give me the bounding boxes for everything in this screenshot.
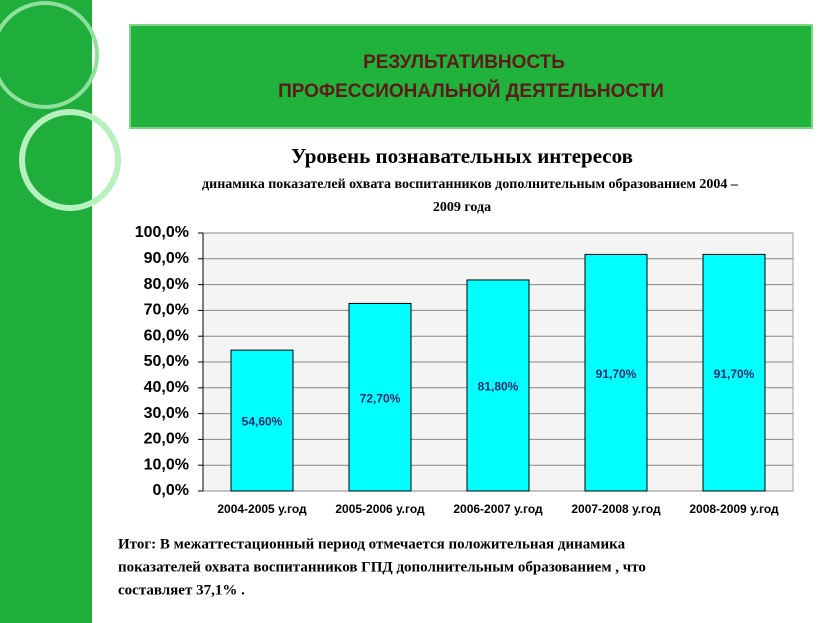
footer-text: Итог: В межаттестационный период отмечае…: [118, 536, 626, 552]
value-label: 81,80%: [478, 380, 519, 394]
x-tick-label: 2008-2009 у.год: [689, 502, 779, 516]
bar: [348, 302, 412, 492]
y-tick-label: 10,0%: [144, 456, 189, 473]
y-tick-label: 0,0%: [153, 482, 189, 499]
header-title: РЕЗУЛЬТАТИВНОСТЬ: [363, 52, 565, 73]
y-tick-label: 40,0%: [144, 379, 189, 396]
decor-circle: [19, 109, 121, 211]
y-tick-label: 50,0%: [144, 353, 189, 370]
side-strip: [0, 0, 92, 623]
value-label: 54,60%: [242, 415, 283, 429]
bar: [584, 253, 648, 492]
chart-subtitle: динамика показателей охвата воспитаннико…: [202, 177, 739, 192]
value-label: 91,70%: [596, 367, 637, 381]
footer-text: составляет 37,1% .: [118, 582, 245, 598]
x-tick-label: 2005-2006 у.год: [335, 502, 425, 516]
value-label: 72,70%: [360, 391, 401, 405]
x-tick-label: 2007-2008 у.год: [571, 502, 661, 516]
y-tick-label: 90,0%: [144, 250, 189, 267]
y-tick-label: 80,0%: [144, 276, 189, 293]
y-tick-label: 70,0%: [144, 302, 189, 319]
chart-title: Уровень познавательных интересов: [291, 144, 633, 168]
bar: [702, 253, 766, 492]
chart-subtitle: 2009 года: [433, 200, 491, 215]
value-label: 91,70%: [714, 367, 755, 381]
y-tick-label: 30,0%: [144, 405, 189, 422]
y-tick-label: 20,0%: [144, 431, 189, 448]
bar: [230, 349, 294, 492]
x-tick-label: 2006-2007 у.год: [453, 502, 543, 516]
bar: [466, 279, 530, 492]
footer-text: показателей охвата воспитанников ГПД доп…: [118, 559, 646, 575]
y-tick-label: 100,0%: [135, 224, 189, 241]
header-box: [129, 24, 813, 129]
decor-circle: [0, 1, 99, 109]
header-title: ПРОФЕССИОНАЛЬНОЙ ДЕЯТЕЛЬНОСТИ: [278, 80, 664, 102]
y-tick-label: 60,0%: [144, 327, 189, 344]
x-tick-label: 2004-2005 у.год: [217, 502, 307, 516]
